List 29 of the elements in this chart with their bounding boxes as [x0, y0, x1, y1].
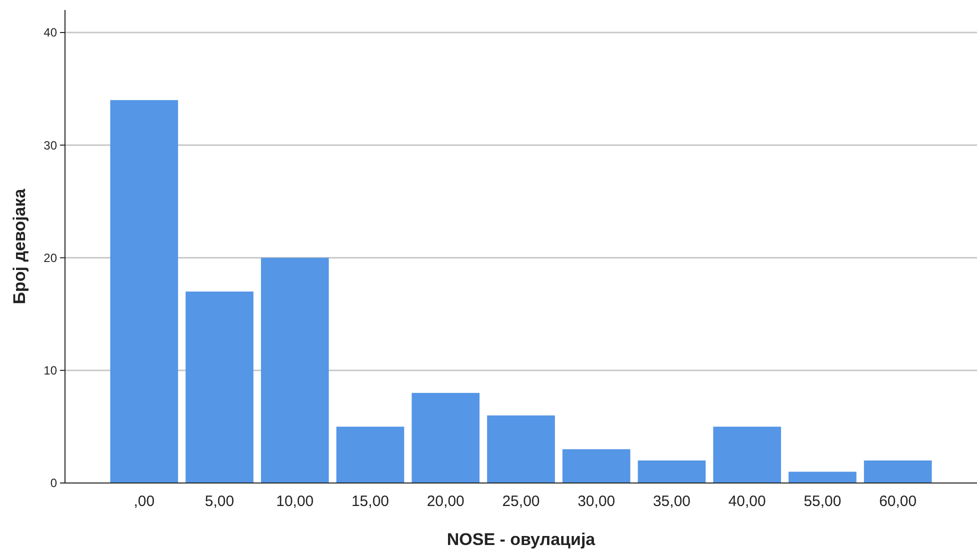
bar — [713, 426, 782, 483]
y-tick-label: 0 — [50, 476, 58, 490]
x-tick-label: 10,00 — [276, 493, 314, 510]
y-axis-title: Број девојака — [10, 188, 29, 304]
x-axis-title: NOSE - овулација — [446, 530, 596, 549]
y-tick-label: 10 — [44, 364, 58, 378]
x-tick-label: 35,00 — [652, 493, 691, 510]
bar — [562, 449, 630, 483]
y-tick-label: 40 — [44, 26, 58, 40]
x-tick-label: 55,00 — [804, 493, 842, 510]
x-tick-label: 30,00 — [578, 493, 616, 510]
bar — [336, 426, 404, 483]
bar — [788, 472, 856, 483]
bar — [864, 460, 932, 483]
x-tick-label: 20,00 — [426, 493, 464, 510]
y-tick-label: 20 — [44, 250, 58, 265]
bar — [186, 292, 254, 483]
x-tick-label: ,00 — [134, 493, 155, 510]
bar — [412, 392, 480, 483]
bar — [487, 415, 555, 483]
y-tick-label: 30 — [44, 138, 58, 152]
bar — [638, 460, 706, 483]
bar — [260, 258, 329, 483]
x-tick-label: 15,00 — [351, 493, 390, 510]
x-tick-label: 5,00 — [204, 493, 234, 510]
x-tick-label: 60,00 — [879, 493, 917, 510]
bar — [110, 100, 178, 483]
x-tick-label: 40,00 — [728, 493, 766, 510]
x-tick-label: 25,00 — [502, 493, 540, 510]
